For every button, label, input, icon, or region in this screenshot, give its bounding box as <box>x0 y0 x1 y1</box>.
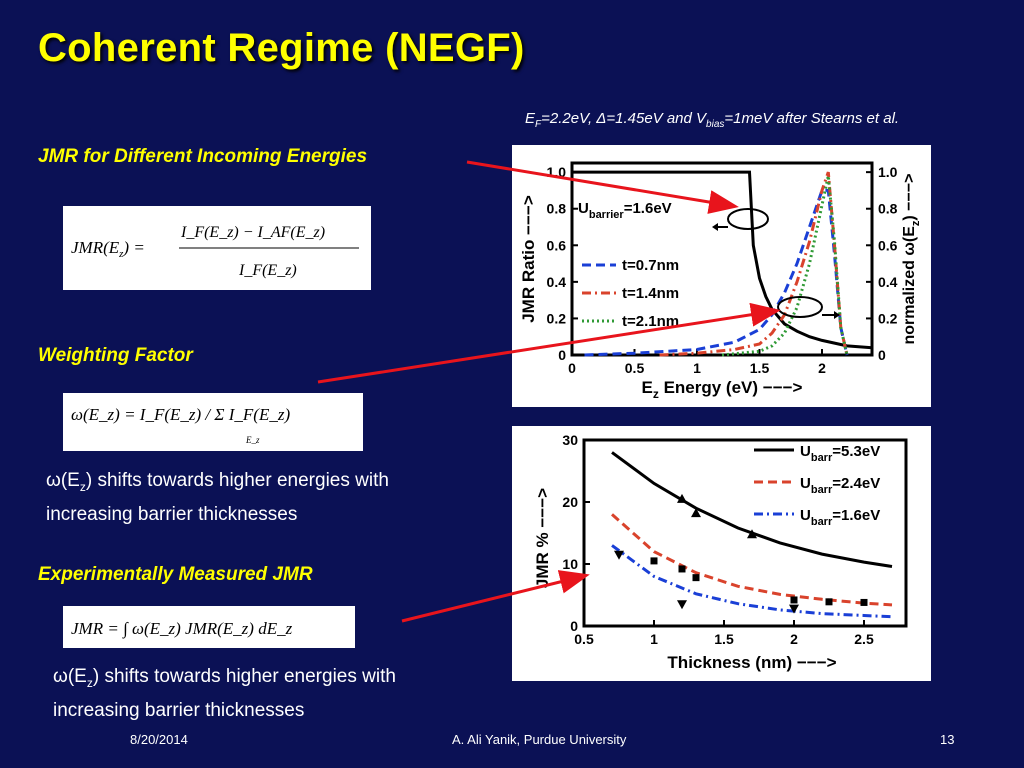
chart2-marker-square <box>860 598 868 606</box>
chart2-marker-square <box>650 557 658 565</box>
jmr-eq-lhs: JMR(Ez) = <box>71 238 145 260</box>
chart1-y2tick-label: 0.8 <box>878 201 898 217</box>
chart1-xtick-label: 2 <box>818 360 826 376</box>
chart2-series-line-1 <box>611 513 893 607</box>
chart1-series-line-2 <box>659 171 849 357</box>
chart1-ytick-label: 0.2 <box>547 310 567 326</box>
jmr-eq-denominator: I_F(E_z) <box>238 262 297 279</box>
chart1-xtick-label: 0 <box>568 360 576 376</box>
chart2-marker-square <box>692 574 700 582</box>
measured-jmr-eq-text: JMR = ∫ ω(E_z) JMR(E_z) dE_z <box>71 619 293 639</box>
high-energy-highlight <box>727 208 769 230</box>
chart2-xtick-label: 2.5 <box>854 631 874 647</box>
chart2-frame <box>582 438 908 628</box>
slide-title: Coherent Regime (NEGF) <box>38 26 525 70</box>
footer-page-number: 13 <box>940 732 955 747</box>
chart2-marker-square <box>678 565 686 573</box>
chart2-marker-square <box>825 598 833 606</box>
chart2-legend-label: Ubarr=1.6eV <box>800 507 880 528</box>
section-heading-measured-jmr: Experimentally Measured JMR <box>38 564 313 585</box>
jmr-ratio-chart: 0 0.5 1 1.5 200.20.40.60.81.000.20.40.60.81.… <box>519 161 922 401</box>
chart1-y2tick-label: 0.6 <box>878 237 898 253</box>
barrier-annotation: Ubarrier=1.6eV <box>578 200 672 221</box>
chart2-legend-label: Ubarr=2.4eV <box>800 475 880 496</box>
chart1-legend-label: t=0.7nm <box>622 257 679 274</box>
chart2-marker-square <box>790 596 798 604</box>
omega-eq-text: ω(E_z) = I_F(E_z) / Σ I_F(E_z) <box>71 405 290 424</box>
chart1-y2tick-label: 1.0 <box>878 164 898 180</box>
chart2-ytick-label: 10 <box>562 556 578 572</box>
chart1-ytick-label: 0 <box>558 347 566 363</box>
chart2-marker-triangle-down <box>677 600 687 610</box>
footer-author: A. Ali Yanik, Purdue University <box>452 732 627 747</box>
chart1-y2tick-label: 0 <box>878 347 886 363</box>
chart2-xtick-label: 0.5 <box>574 631 594 647</box>
chart2-ytick-label: 0 <box>570 618 578 634</box>
chart1-xlabel: Ez Energy (eV) −−−> <box>642 378 803 401</box>
chart1-ytick-label: 0.4 <box>547 274 567 290</box>
chart2-series-line-0 <box>611 451 893 568</box>
chart1-series-line-3 <box>721 175 849 357</box>
chart1-xtick-label: 1.5 <box>750 360 770 376</box>
shift-note-1: ω(Ez) shifts towards higher energies wit… <box>46 470 389 525</box>
chart2-series-line-2 <box>611 544 893 619</box>
chart1-ytick-label: 0.6 <box>547 237 567 253</box>
chart2-legend-label: Ubarr=5.3eV <box>800 443 880 464</box>
weighting-factor-equation: ω(E_z) = I_F(E_z) / Σ I_F(E_z) E_z <box>63 393 363 451</box>
right-arrow-head <box>834 311 840 319</box>
chart1-y2tick-label: 0.2 <box>878 310 898 326</box>
left-arrow-head <box>712 223 718 231</box>
chart1-legend-label: t=2.1nm <box>622 313 679 330</box>
arrow-to-barrier-region <box>466 160 739 214</box>
chart2-xtick-label: 1.5 <box>714 631 734 647</box>
section-heading-jmr-energies: JMR for Different Incoming Energies <box>38 146 368 167</box>
chart2-ytick-label: 30 <box>562 432 578 448</box>
chart1-xtick-label: 1 <box>693 360 701 376</box>
chart2-marker-triangle-down <box>614 550 624 560</box>
footer-date: 8/20/2014 <box>130 732 188 747</box>
chart2-ytick-label: 20 <box>562 494 578 510</box>
chart2-marker-triangle-up <box>691 508 701 518</box>
chart1-xtick-label: 0.5 <box>625 360 645 376</box>
chart1-legend-label: t=1.4nm <box>622 285 679 302</box>
chart2-ylabel: JMR % −−−> <box>533 488 552 588</box>
chart2-marker-triangle-up <box>747 529 757 539</box>
jmr-energy-equation: JMR(Ez) = I_F(E_z) − I_AF(E_z) I_F(E_z) <box>63 206 371 290</box>
chart1-ytick-label: 0.8 <box>547 201 567 217</box>
chart2-xtick-label: 2 <box>790 631 798 647</box>
chart2-xlabel: Thickness (nm) −−−> <box>667 653 836 672</box>
chart2-marker-triangle-up <box>677 493 687 503</box>
simulation-parameters: EF=2.2eV, Δ=1.45eV and Vbias=1meV after … <box>525 110 900 130</box>
measured-jmr-equation: JMR = ∫ ω(E_z) JMR(E_z) dE_z <box>63 606 355 648</box>
chart1-y2tick-label: 0.4 <box>878 274 898 290</box>
arrow-to-measured-chart <box>401 570 590 623</box>
jmr-eq-numerator: I_F(E_z) − I_AF(E_z) <box>180 224 325 241</box>
chart1-y2label: normalized ω(Ez) −−−> <box>901 173 922 344</box>
section-heading-weighting-factor: Weighting Factor <box>38 345 193 366</box>
chart1-ylabel: JMR Ratio −−−> <box>519 195 538 323</box>
arrow-to-peak-region <box>317 302 781 384</box>
omega-eq-sum-sub: E_z <box>245 435 260 445</box>
chart2-marker-triangle-down <box>789 604 799 614</box>
jmr-percent-chart-panel: 0.5 1 1.5 2 2.5 0 10 20 30 Ubarr=5.3eV Ubarr=2.4eV… <box>512 426 931 681</box>
chart2-xtick-label: 1 <box>650 631 658 647</box>
jmr-ratio-chart-panel: 0 0.5 1 1.5 2 0 0.2 0.4 0.6 0.8 1.0 0 0.2 0.4 0.6 0.8 1.… <box>512 145 931 407</box>
jmr-thickness-chart: 0.5 1 1.5 2 2.5 0 10 20 30 Ubarr=5.3eV Ubarr=2.4eV… <box>533 432 908 672</box>
chart1-series-line-0 <box>572 170 873 350</box>
shift-note-2: ω(Ez) shifts towards higher energies wit… <box>53 666 396 721</box>
